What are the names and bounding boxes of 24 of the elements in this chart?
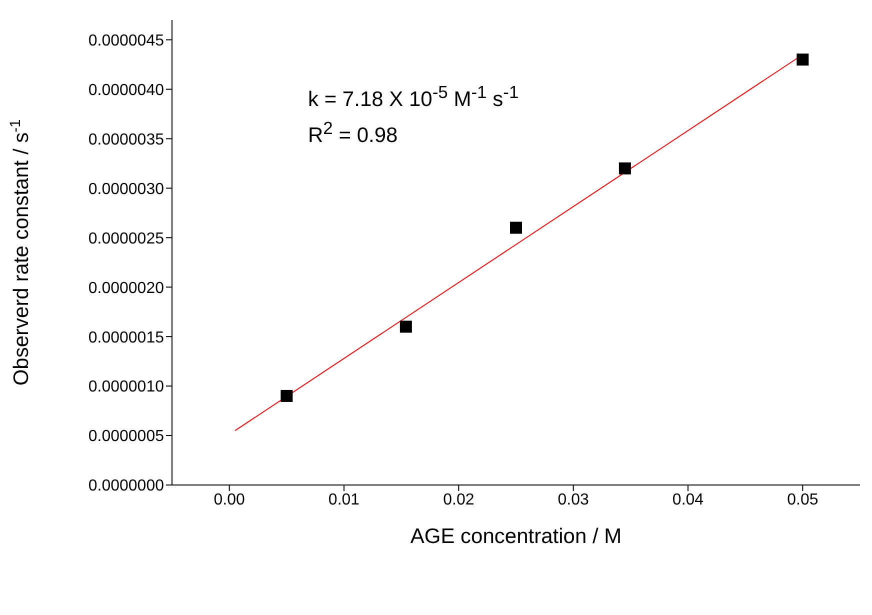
y-tick-label: 0.0000020 (88, 280, 164, 297)
y-tick-label: 0.0000045 (88, 32, 164, 50)
y-tick-label: 0.0000025 (88, 230, 164, 248)
point (796, 54, 809, 66)
point (618, 162, 631, 174)
y-tick-label: 0.0000010 (88, 378, 164, 396)
x-tick-label: 0.00 (214, 491, 246, 508)
x-tick-label: 0.04 (672, 491, 704, 508)
y-tick-label: 0.0000040 (88, 82, 164, 99)
x-tick-label: 0.03 (558, 491, 590, 508)
annotation: k = 7.18 X 10$^{-5}$ M$^{-1}$ s$^{-1}$ (308, 82, 519, 112)
point (400, 320, 412, 333)
x-tick-label: 0.02 (443, 491, 474, 508)
annotation: R$^{2}$ = 0.98 (308, 118, 398, 148)
x-tick-label: 0.01 (328, 491, 360, 508)
x-axis-title: AGE concentration / M (410, 525, 622, 548)
y-tick-label: 0.0000005 (88, 428, 164, 446)
point (510, 222, 522, 234)
y-tick-label: 0.0000015 (88, 329, 164, 346)
point (280, 390, 293, 402)
y-tick-label: 0.0000000 (88, 478, 164, 495)
y-tick-label: 0.0000030 (88, 180, 164, 198)
y-tick-label: 0.0000035 (88, 131, 164, 148)
x-tick-label: 0.05 (787, 491, 818, 508)
